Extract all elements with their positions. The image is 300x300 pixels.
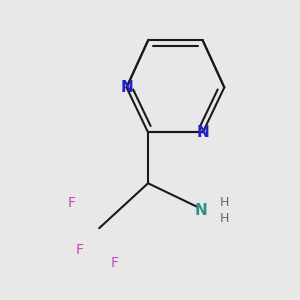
Text: H: H bbox=[220, 196, 229, 209]
Text: F: F bbox=[111, 256, 119, 270]
Text: F: F bbox=[76, 243, 84, 257]
Text: H: H bbox=[220, 212, 229, 225]
Text: N: N bbox=[194, 203, 207, 218]
Text: N: N bbox=[196, 125, 209, 140]
Text: F: F bbox=[68, 196, 76, 210]
Text: N: N bbox=[120, 80, 133, 95]
